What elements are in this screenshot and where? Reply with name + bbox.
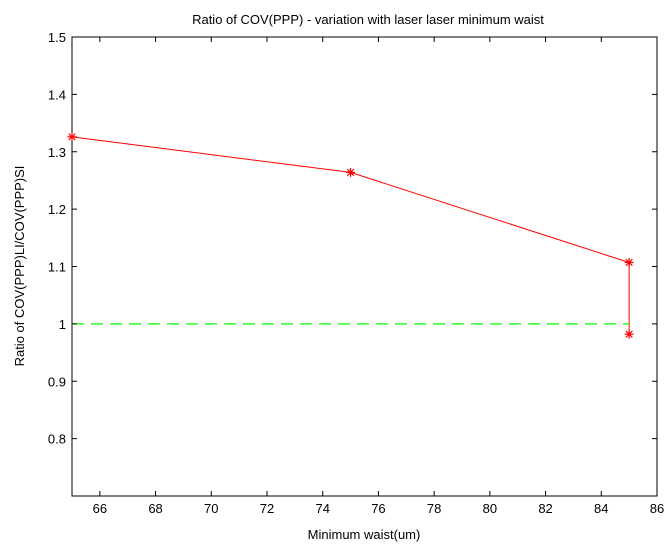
marker-stroke [625, 258, 633, 267]
y-tick-label: 0.9 [48, 374, 66, 389]
x-tick-label: 82 [538, 501, 552, 516]
series-layer [67, 132, 634, 339]
marker-stroke [346, 168, 355, 177]
y-tick-label: 1.1 [48, 260, 66, 275]
axes-box [71, 36, 658, 497]
chart-title: Ratio of COV(PPP) - variation with laser… [192, 12, 544, 27]
series-0-line [71, 136, 630, 335]
series-0-point [624, 257, 634, 267]
y-tick-label: 1.5 [48, 30, 66, 45]
x-tick-label: 74 [315, 501, 329, 516]
marker-stroke [625, 330, 633, 338]
series-0-point [624, 329, 634, 339]
y-tick-label: 1 [59, 317, 66, 332]
y-axis: 0.8 0.9 1 1.1 1.2 1.3 1.4 1.5 [48, 30, 657, 447]
x-tick-label: 84 [594, 501, 608, 516]
series-0-point [67, 132, 77, 142]
x-tick-label: 80 [483, 501, 497, 516]
x-tick-label: 76 [371, 501, 385, 516]
x-axis: 66 68 70 72 74 76 78 80 82 84 86 [93, 37, 664, 516]
y-tick-label: 1.3 [48, 145, 66, 160]
x-tick-label: 70 [204, 501, 218, 516]
y-tick-label: 1.2 [48, 202, 66, 217]
x-tick-label: 72 [260, 501, 274, 516]
series-0-point [346, 167, 356, 177]
y-tick-label: 1.4 [48, 87, 66, 102]
x-tick-label: 68 [148, 501, 162, 516]
x-tick-label: 78 [427, 501, 441, 516]
x-axis-label: Minimum waist(um) [308, 527, 421, 542]
x-tick-label: 86 [650, 501, 664, 516]
marker-stroke [68, 133, 76, 141]
y-tick-label: 0.8 [48, 432, 66, 447]
y-axis-label: Ratio of COV(PPP)LI/COV(PPP)SI [12, 166, 27, 367]
x-tick-label: 66 [93, 501, 107, 516]
plot-area [67, 36, 658, 497]
